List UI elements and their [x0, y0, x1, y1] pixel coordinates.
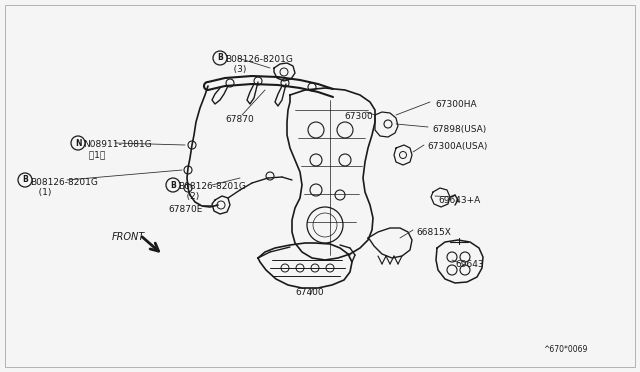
Text: N08911-1081G
  〱1〲: N08911-1081G 〱1〲 — [83, 140, 152, 159]
Text: 66815X: 66815X — [416, 228, 451, 237]
Text: 67300: 67300 — [344, 112, 372, 121]
Text: N: N — [75, 138, 81, 148]
Text: B: B — [217, 54, 223, 62]
Circle shape — [213, 51, 227, 65]
Text: 69643: 69643 — [455, 260, 484, 269]
Text: FRONT: FRONT — [112, 232, 145, 242]
Text: B08126-8201G
   (2): B08126-8201G (2) — [178, 182, 246, 201]
Circle shape — [166, 178, 180, 192]
Text: B08126-8201G
   (3): B08126-8201G (3) — [225, 55, 293, 74]
Text: ^670*0069: ^670*0069 — [543, 345, 588, 354]
Text: 67300A(USA): 67300A(USA) — [427, 142, 488, 151]
Text: B: B — [22, 176, 28, 185]
Text: B08126-8201G
   (1): B08126-8201G (1) — [30, 178, 98, 198]
Text: 69643+A: 69643+A — [438, 196, 480, 205]
Text: 67870E: 67870E — [168, 205, 202, 214]
Text: 67400: 67400 — [295, 288, 324, 297]
Text: 67898(USA): 67898(USA) — [432, 125, 486, 134]
Text: 67300HA: 67300HA — [435, 100, 477, 109]
Circle shape — [71, 136, 85, 150]
Circle shape — [18, 173, 32, 187]
Text: B: B — [170, 180, 176, 189]
Text: 67870: 67870 — [225, 115, 253, 124]
